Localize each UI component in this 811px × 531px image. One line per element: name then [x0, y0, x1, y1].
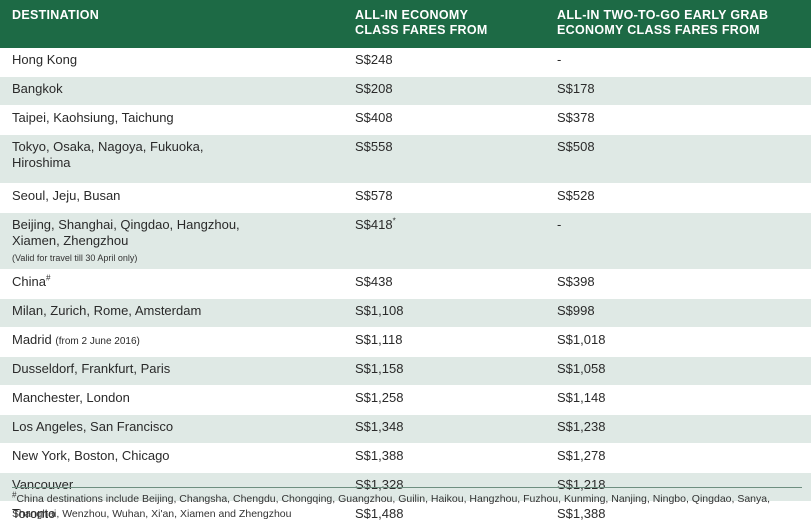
destination-cell: Manchester, London	[0, 385, 345, 415]
destination-cell: Los Angeles, San Francisco	[0, 414, 345, 444]
grab-fare-cell: S$1,388	[547, 501, 811, 531]
table-row: Toronto S$1,488 S$1,388	[0, 501, 811, 531]
economy-fare-cell: S$1,158	[345, 356, 547, 386]
destination-cell: Tokyo, Osaka, Nagoya, Fukuoka, Hiroshima	[0, 134, 345, 184]
table-row: Beijing, Shanghai, Qingdao, Hangzhou, Xi…	[0, 212, 811, 270]
destination-cell: Dusseldorf, Frankfurt, Paris	[0, 356, 345, 386]
china-destinations-footnote: #China destinations include Beijing, Cha…	[12, 487, 802, 522]
destination-cell: Seoul, Jeju, Busan	[0, 183, 345, 213]
header-early-grab-fares: ALL-IN TWO-TO-GO EARLY GRAB ECONOMY CLAS…	[547, 0, 811, 48]
footnote-mark: #	[12, 490, 17, 500]
grab-fare-cell: S$998	[547, 298, 811, 328]
grab-fare-cell: S$1,018	[547, 327, 811, 357]
table-row: Tokyo, Osaka, Nagoya, Fukuoka, Hiroshima…	[0, 134, 811, 184]
grab-fare-cell: S$1,278	[547, 443, 811, 473]
economy-fare-cell: S$208	[345, 76, 547, 106]
table-row: Manchester, London S$1,258 S$1,148	[0, 385, 811, 415]
grab-fare-cell: S$1,238	[547, 414, 811, 444]
table-row: Hong Kong S$248 -	[0, 48, 811, 77]
footnote-text: China destinations include Beijing, Chan…	[12, 493, 771, 520]
grab-fare-cell: S$508	[547, 134, 811, 184]
table-row: Milan, Zurich, Rome, Amsterdam S$1,108 S…	[0, 298, 811, 328]
economy-fare-cell: S$418*	[345, 212, 547, 270]
economy-fare-cell: S$1,258	[345, 385, 547, 415]
grab-fare-cell: S$1,148	[547, 385, 811, 415]
header-economy-fares: ALL-IN ECONOMY CLASS FARES FROM	[345, 0, 547, 48]
table-row: Taipei, Kaohsiung, Taichung S$408 S$378	[0, 105, 811, 135]
table-row: China# S$438 S$398	[0, 269, 811, 299]
header-destination: DESTINATION	[0, 0, 345, 48]
table-row: Dusseldorf, Frankfurt, Paris S$1,158 S$1…	[0, 356, 811, 386]
grab-fare-cell: -	[547, 212, 811, 270]
footnote-mark: #	[45, 273, 51, 283]
destination-cell: Hong Kong	[0, 48, 345, 77]
economy-fare-cell: S$1,488	[345, 501, 547, 531]
destination-cell: Madrid (from 2 June 2016)	[0, 327, 345, 357]
destination-cell: Bangkok	[0, 76, 345, 106]
grab-fare-cell: S$1,058	[547, 356, 811, 386]
destination-cell: Milan, Zurich, Rome, Amsterdam	[0, 298, 345, 328]
economy-fare-cell: S$578	[345, 183, 547, 213]
economy-fare-cell: S$558	[345, 134, 547, 184]
grab-fare-cell: S$378	[547, 105, 811, 135]
grab-fare-cell: S$398	[547, 269, 811, 299]
economy-fare-cell: S$408	[345, 105, 547, 135]
date-note: (from 2 June 2016)	[55, 336, 140, 347]
table-row: Seoul, Jeju, Busan S$578 S$528	[0, 183, 811, 213]
destination-cell: Toronto	[0, 501, 345, 531]
economy-fare-cell: S$1,388	[345, 443, 547, 473]
table-row: Bangkok S$208 S$178	[0, 76, 811, 106]
table-row: New York, Boston, Chicago S$1,388 S$1,27…	[0, 443, 811, 473]
economy-fare-cell: S$248	[345, 48, 547, 77]
economy-fare-cell: S$438	[345, 269, 547, 299]
destination-cell: Beijing, Shanghai, Qingdao, Hangzhou, Xi…	[0, 212, 345, 270]
table-header-row: DESTINATION ALL-IN ECONOMY CLASS FARES F…	[0, 0, 811, 48]
table-row: Los Angeles, San Francisco S$1,348 S$1,2…	[0, 414, 811, 444]
asterisk-mark: *	[392, 216, 396, 226]
economy-fare-cell: S$1,118	[345, 327, 547, 357]
grab-fare-cell: -	[547, 48, 811, 77]
economy-fare-cell: S$1,348	[345, 414, 547, 444]
economy-fare-cell: S$1,108	[345, 298, 547, 328]
grab-fare-cell: S$178	[547, 76, 811, 106]
table-row: Madrid (from 2 June 2016) S$1,118 S$1,01…	[0, 327, 811, 357]
destination-cell: Taipei, Kaohsiung, Taichung	[0, 105, 345, 135]
grab-fare-cell: S$528	[547, 183, 811, 213]
validity-note: (Valid for travel till 30 April only)	[12, 253, 138, 263]
destination-cell: New York, Boston, Chicago	[0, 443, 345, 473]
destination-cell: China#	[0, 269, 345, 299]
